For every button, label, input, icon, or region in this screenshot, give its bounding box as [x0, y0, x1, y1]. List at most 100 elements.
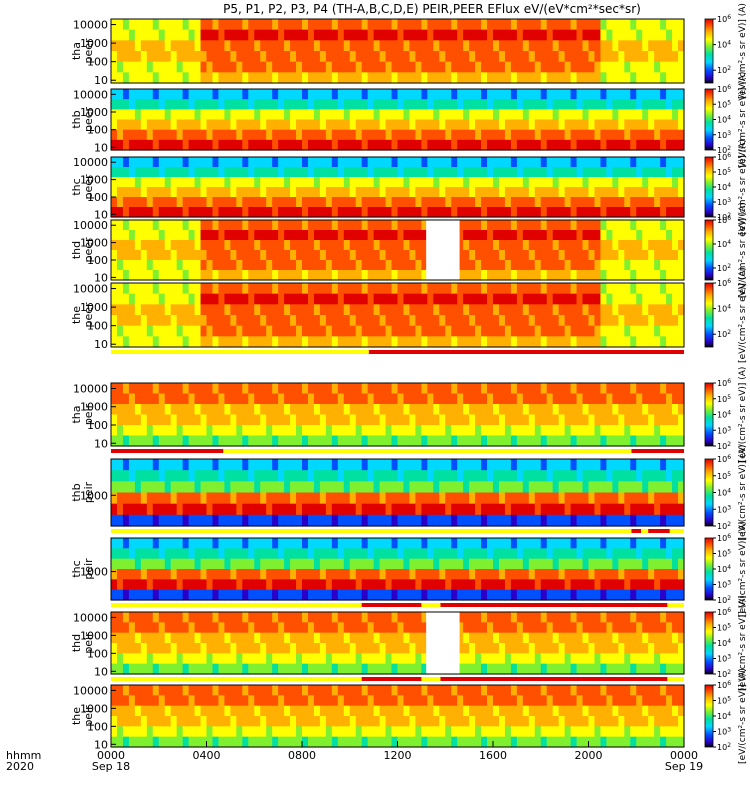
flux-cell — [212, 548, 220, 560]
flux-cell — [540, 589, 548, 601]
flux-cell — [343, 139, 351, 151]
flux-cell — [361, 492, 369, 505]
flux-cell — [206, 29, 214, 41]
flux-cell — [606, 157, 613, 168]
flux-cell — [111, 61, 118, 73]
flux-cell — [230, 435, 237, 447]
flux-cell — [433, 425, 440, 437]
flux-cell — [397, 514, 405, 527]
flux-cell — [672, 293, 679, 305]
flux-cell — [672, 119, 679, 131]
flux-cell — [206, 514, 214, 527]
flux-cell — [528, 270, 536, 281]
flux-cell — [248, 304, 255, 316]
flux-cell — [230, 139, 237, 151]
flux-cell — [439, 293, 446, 305]
flux-cell — [594, 220, 602, 231]
flux-cell — [660, 435, 667, 447]
flux-cell — [307, 492, 315, 505]
flux-cell — [624, 503, 631, 516]
flux-cell — [624, 538, 631, 549]
flux-cell — [349, 72, 357, 84]
flux-cell — [409, 315, 417, 327]
flux-cell — [218, 414, 226, 426]
flux-cell — [397, 72, 405, 84]
flux-cell — [522, 579, 530, 591]
flux-cell — [642, 435, 649, 447]
flux-cell — [349, 89, 357, 100]
flux-cell — [218, 177, 226, 188]
flux-cell — [164, 632, 172, 644]
flux-cell — [534, 558, 542, 570]
flux-cell — [534, 99, 542, 110]
flux-cell — [600, 250, 608, 261]
flux-cell — [337, 129, 345, 141]
flux-cell — [290, 157, 297, 168]
flux-cell — [307, 514, 315, 527]
flux-cell — [451, 492, 458, 505]
flux-cell — [284, 548, 291, 560]
flux-cell — [242, 40, 249, 52]
flux-cell — [164, 470, 172, 482]
flux-cell — [176, 393, 184, 405]
flux-cell — [230, 548, 237, 560]
flux-cell — [278, 393, 285, 405]
flux-cell — [307, 435, 315, 447]
flux-cell — [128, 29, 136, 41]
flux-cell — [403, 187, 411, 198]
flux-cell — [469, 167, 476, 178]
flux-cell — [397, 503, 405, 516]
flux-cell — [349, 129, 357, 141]
flux-cell — [296, 109, 303, 121]
flux-cell — [469, 220, 476, 231]
flux-cell — [200, 425, 208, 437]
flux-cell — [475, 481, 482, 494]
flux-cell — [361, 72, 369, 84]
flux-cell — [588, 304, 596, 316]
flux-cell — [528, 250, 536, 261]
flux-cell — [493, 109, 500, 121]
flux-cell — [218, 119, 226, 131]
colorbar-tick-label: 105 — [717, 99, 731, 109]
flux-cell — [636, 187, 643, 198]
flux-cell — [600, 325, 608, 337]
flux-cell — [576, 336, 584, 348]
flux-cell — [313, 414, 321, 426]
flux-cell — [654, 187, 661, 198]
flux-cell — [122, 470, 130, 482]
flux-cell — [618, 315, 625, 327]
flux-cell — [325, 414, 333, 426]
flux-cell — [236, 383, 243, 395]
flux-cell — [355, 119, 363, 131]
flux-cell — [373, 157, 381, 168]
flux-cell — [349, 19, 357, 31]
flux-cell — [260, 612, 267, 623]
flux-cell — [272, 393, 279, 405]
flux-cell — [475, 579, 482, 591]
flux-cell — [355, 459, 363, 471]
flux-cell — [397, 197, 405, 208]
flux-cell — [403, 325, 411, 337]
flux-cell — [642, 283, 649, 295]
flux-cell — [546, 481, 554, 494]
flux-cell — [481, 293, 488, 305]
flux-cell — [236, 632, 243, 644]
flux-cell — [355, 481, 363, 494]
flux-cell — [272, 283, 279, 295]
flux-cell — [558, 72, 566, 84]
flux-cell — [433, 492, 440, 505]
flux-cell — [606, 250, 613, 261]
flux-cell — [278, 72, 285, 84]
flux-cell — [516, 220, 524, 231]
flux-cell — [588, 293, 596, 305]
flux-cell — [576, 167, 584, 178]
flux-cell — [116, 29, 124, 41]
flux-cell — [260, 470, 267, 482]
flux-cell — [272, 304, 279, 316]
flux-cell — [421, 283, 428, 295]
flux-cell — [498, 293, 506, 305]
flux-cell — [170, 414, 178, 426]
flux-cell — [266, 99, 273, 110]
flux-cell — [666, 51, 673, 63]
flux-cell — [111, 435, 118, 447]
